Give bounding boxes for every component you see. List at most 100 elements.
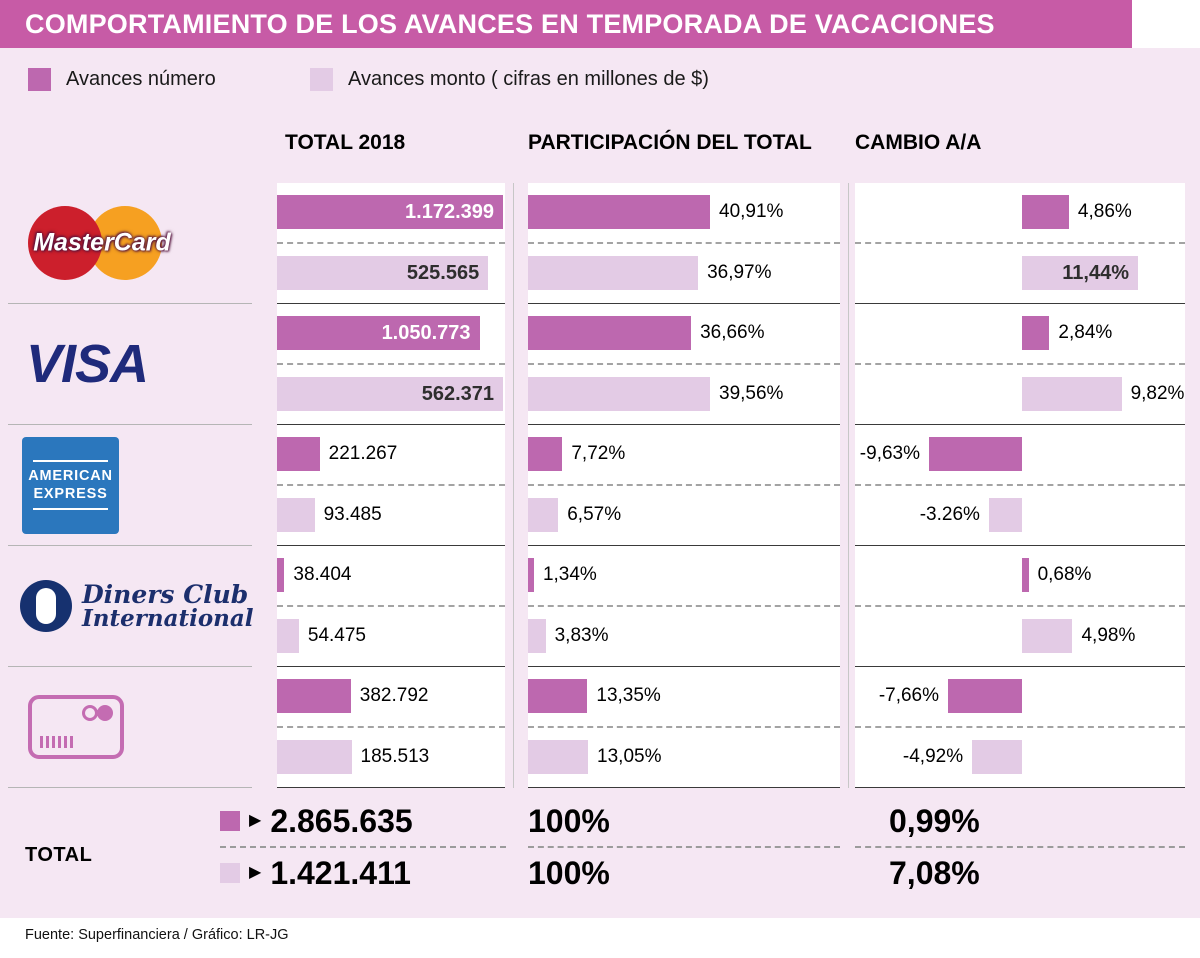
- bar-value-label: 39,56%: [719, 383, 784, 404]
- bar-value-label: 221.267: [328, 443, 398, 464]
- bar-value-label: 11,44%: [1062, 262, 1129, 284]
- bar-monto: [528, 498, 559, 532]
- totals-section: TOTAL ▶ 2.865.635 ▶ 1.421.411 100% 100% …: [0, 797, 1200, 909]
- page-title: COMPORTAMIENTO DE LOS AVANCES EN TEMPORA…: [25, 8, 995, 39]
- chart-group-part: 1,34% 3,83%: [528, 546, 840, 667]
- pointer-icon: ▶: [249, 812, 262, 829]
- bar-value-label: 4,98%: [1081, 625, 1136, 646]
- bar-pair-dashed-divider: [277, 484, 505, 486]
- bar-numero: [528, 316, 692, 350]
- diners-split-circle-icon: [20, 580, 72, 632]
- visa-logo: VISA: [8, 304, 252, 425]
- card-stripes-icon: [40, 736, 73, 748]
- legend-item-numero: Avances número: [28, 68, 216, 91]
- total-row-label: TOTAL: [25, 844, 93, 866]
- chart-group-part: 36,66% 39,56%: [528, 304, 840, 425]
- bar-monto: [528, 377, 710, 411]
- totals-monto-row: ▶ 1.421.411: [220, 849, 506, 897]
- diners-wordmark-line2: International: [82, 605, 254, 633]
- chart-group-part: 13,35% 13,05%: [528, 667, 840, 788]
- bar-pair-dashed-divider: [528, 363, 840, 365]
- mastercard-red-circle-icon: [28, 206, 102, 280]
- amex-wordmark-line1: AMERICAN: [28, 467, 113, 484]
- bar-monto: [528, 619, 546, 653]
- bar-monto: [1022, 377, 1122, 411]
- amex-blue-box-icon: AMERICAN EXPRESS: [22, 436, 119, 534]
- bar-value-label: -4,92%: [902, 746, 964, 767]
- mastercard-logo: MasterCard: [8, 183, 252, 304]
- legend-swatch-numero: [28, 68, 51, 91]
- bar-pair-dashed-divider: [855, 605, 1185, 607]
- bar-value-label: 9,82%: [1130, 383, 1185, 404]
- bar-monto: [1022, 619, 1073, 653]
- bar-value-label: 4,86%: [1077, 201, 1132, 222]
- bar-numero: [1022, 195, 1069, 229]
- column-divider-2: [848, 183, 849, 788]
- legend-label-monto: Avances monto ( cifras en millones de $): [348, 68, 709, 90]
- credit-card-icon: [28, 695, 124, 759]
- chart-group-cambio: 0,68% 4,98%: [855, 546, 1185, 667]
- bar-numero: [948, 679, 1022, 713]
- total-monto-value: 1.421.411: [270, 854, 411, 891]
- totals-col-total: ▶ 2.865.635 ▶ 1.421.411: [220, 797, 506, 897]
- totals-col-cambio: 0,99% 7,08%: [855, 797, 1185, 897]
- bar-numero: [528, 437, 563, 471]
- bar-numero: [528, 195, 710, 229]
- chart-column-cambio: 4,86% 11,44% 2,84% 9,82% -9,63% -3.26% 0,68% 4,…: [855, 183, 1185, 788]
- bar-monto: [277, 740, 352, 774]
- chart-group-cambio: 2,84% 9,82%: [855, 304, 1185, 425]
- source-footer: Fuente: Superfinanciera / Gráfico: LR-JG: [0, 918, 1200, 958]
- bar-value-label: 36,66%: [700, 322, 765, 343]
- source-text: Fuente: Superfinanciera / Gráfico: LR-JG: [25, 927, 289, 943]
- bar-pair-dashed-divider: [528, 242, 840, 244]
- bar-pair-dashed-divider: [855, 484, 1185, 486]
- bar-value-label: 562.371: [421, 383, 494, 405]
- bar-pair-dashed-divider: [277, 242, 505, 244]
- bar-value-label: 40,91%: [719, 201, 784, 222]
- title-banner: COMPORTAMIENTO DE LOS AVANCES EN TEMPORA…: [0, 0, 1132, 48]
- bar-value-label: 7,72%: [571, 443, 626, 464]
- column-header-participacion: PARTICIPACIÓN DEL TOTAL: [528, 131, 812, 154]
- bar-value-label: 3,83%: [554, 625, 609, 646]
- legend-label-numero: Avances número: [66, 68, 216, 90]
- bar-value-label: 93.485: [323, 504, 382, 525]
- chart-group-cambio: -9,63% -3.26%: [855, 425, 1185, 546]
- totals-dashed-divider: [220, 846, 506, 848]
- bar-value-label: 13,05%: [597, 746, 662, 767]
- totals-col-participacion: 100% 100%: [528, 797, 840, 897]
- legend-swatch-monto: [310, 68, 333, 91]
- totals-numero-row: ▶ 2.865.635: [220, 797, 506, 845]
- total-numero-value: 2.865.635: [270, 802, 413, 839]
- bar-numero: [277, 316, 480, 350]
- chart-group-cambio: 4,86% 11,44%: [855, 183, 1185, 304]
- bar-numero: [277, 437, 320, 471]
- bar-pair-dashed-divider: [855, 726, 1185, 728]
- bar-value-label: -7,66%: [878, 685, 940, 706]
- bar-monto: [277, 619, 299, 653]
- column-header-cambio: CAMBIO A/A: [855, 131, 982, 154]
- generic-card-logo: [8, 667, 252, 788]
- chart-group-part: 40,91% 36,97%: [528, 183, 840, 304]
- bar-value-label: 382.792: [359, 685, 429, 706]
- column-header-total: TOTAL 2018: [285, 131, 406, 154]
- brand-logos-column: MasterCard VISA AMERICAN EXPRESS Diners …: [8, 183, 254, 788]
- totals-dashed-divider: [528, 846, 840, 848]
- amex-wordmark-line2: EXPRESS: [33, 486, 108, 502]
- bar-value-label: 13,35%: [596, 685, 661, 706]
- bar-monto: [277, 256, 489, 290]
- monto-swatch: [220, 863, 240, 883]
- bar-monto: [972, 740, 1022, 774]
- diners-mark-group: Diners Club International: [14, 580, 254, 632]
- chart-group-total: 1.172.399 525.565: [277, 183, 505, 304]
- chart-group-total: 1.050.773 562.371: [277, 304, 505, 425]
- mastercard-wordmark: MasterCard: [33, 228, 171, 257]
- bar-pair-dashed-divider: [277, 726, 505, 728]
- part-monto-total: 100%: [528, 854, 610, 891]
- bar-pair-dashed-divider: [277, 363, 505, 365]
- diners-wordmark: Diners Club International: [82, 582, 254, 631]
- part-numero-total: 100%: [528, 802, 610, 839]
- bar-value-label: 185.513: [360, 746, 430, 767]
- amex-logo: AMERICAN EXPRESS: [8, 425, 252, 546]
- diners-logo: Diners Club International: [8, 546, 254, 667]
